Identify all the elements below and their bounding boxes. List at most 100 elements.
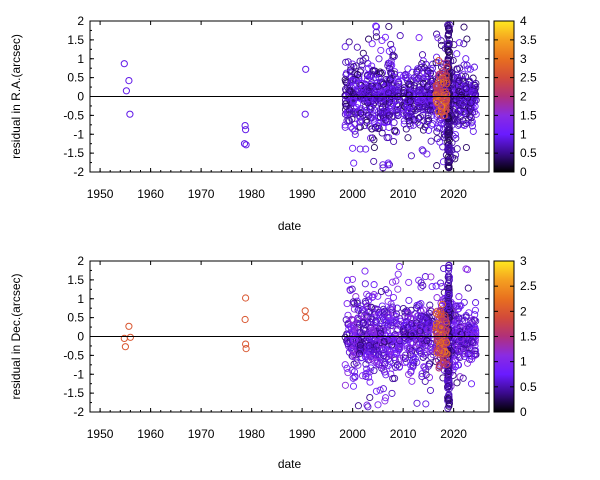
x-tick-label: 1960 (137, 427, 164, 441)
data-point (301, 110, 309, 118)
data-point (387, 63, 395, 71)
data-point (468, 122, 476, 130)
data-point (365, 292, 373, 300)
data-point (462, 265, 470, 273)
data-point (353, 103, 361, 112)
data-point (343, 330, 351, 338)
data-point (408, 331, 416, 339)
data-point (121, 343, 130, 351)
data-point (445, 163, 453, 171)
data-point (438, 67, 447, 75)
data-point (401, 351, 410, 359)
x-tick-label: 1950 (87, 427, 114, 441)
data-point (442, 327, 450, 335)
data-point (470, 63, 478, 71)
data-point (354, 314, 362, 322)
data-point (454, 117, 462, 125)
data-point (407, 367, 415, 375)
data-point (342, 58, 350, 66)
data-point (437, 323, 446, 331)
data-point (357, 109, 365, 117)
data-point (343, 83, 351, 91)
data-point (384, 161, 392, 169)
x-tick-label: 1960 (137, 187, 164, 201)
data-point (363, 369, 371, 377)
data-point (242, 141, 250, 149)
x-tick-label: 1990 (289, 187, 316, 201)
data-point (457, 338, 465, 346)
data-point (433, 332, 441, 340)
data-point (452, 356, 460, 364)
data-point (459, 109, 467, 117)
data-point (380, 118, 388, 126)
data-point (408, 68, 416, 76)
x-tick-label: 2020 (440, 187, 467, 201)
data-point (467, 337, 476, 345)
data-point (387, 69, 395, 78)
y-tick-label: 2 (77, 254, 84, 268)
data-point (440, 85, 448, 93)
data-point (388, 389, 396, 397)
data-point (126, 333, 134, 341)
data-point (370, 281, 378, 289)
data-point (424, 67, 432, 75)
colorbar-tick-label: 2 (520, 304, 527, 318)
data-point (404, 106, 412, 114)
data-point (351, 69, 359, 78)
data-point (458, 314, 467, 322)
data-point (462, 85, 470, 93)
data-point (443, 78, 451, 86)
data-point (437, 308, 445, 316)
data-point (433, 30, 441, 38)
data-point (350, 299, 358, 307)
data-point (414, 302, 422, 310)
data-point (427, 273, 435, 281)
data-point (405, 117, 413, 125)
data-point (379, 161, 387, 169)
data-point (380, 337, 388, 346)
data-point (437, 338, 445, 347)
data-point (445, 381, 453, 389)
data-point (425, 360, 433, 368)
data-point (470, 98, 479, 106)
data-point (376, 108, 385, 117)
data-point (445, 148, 453, 156)
data-point (404, 323, 412, 331)
data-point (371, 81, 379, 89)
y-axis-title: residual in R.A.(arcsec) (9, 34, 23, 159)
data-point (462, 55, 470, 63)
data-point (362, 54, 370, 62)
data-point (427, 137, 435, 145)
data-point (469, 316, 478, 324)
data-point (445, 385, 453, 393)
y-tick-label: 0.5 (67, 311, 84, 325)
data-point (470, 352, 478, 360)
data-point (383, 90, 391, 98)
data-point (341, 381, 349, 389)
data-point (387, 370, 395, 378)
data-point (354, 361, 362, 369)
data-point (368, 293, 376, 301)
data-point (444, 267, 453, 275)
data-point (344, 311, 352, 319)
data-point (302, 65, 310, 73)
data-point (374, 83, 382, 91)
data-point (385, 47, 393, 55)
data-point (437, 59, 445, 67)
data-point (349, 353, 357, 361)
data-point (471, 347, 479, 355)
data-point (370, 367, 378, 375)
x-tick-label: 1980 (238, 187, 265, 201)
colorbar-tick-label: 1 (520, 127, 527, 141)
data-point (426, 345, 434, 353)
data-point (425, 373, 434, 381)
data-point (469, 338, 477, 346)
data-point (471, 325, 479, 333)
data-point (432, 91, 440, 99)
data-point (392, 277, 400, 285)
data-point (349, 298, 357, 306)
data-point (403, 307, 411, 315)
data-point (420, 64, 429, 72)
y-tick-label: -1.5 (63, 386, 84, 400)
